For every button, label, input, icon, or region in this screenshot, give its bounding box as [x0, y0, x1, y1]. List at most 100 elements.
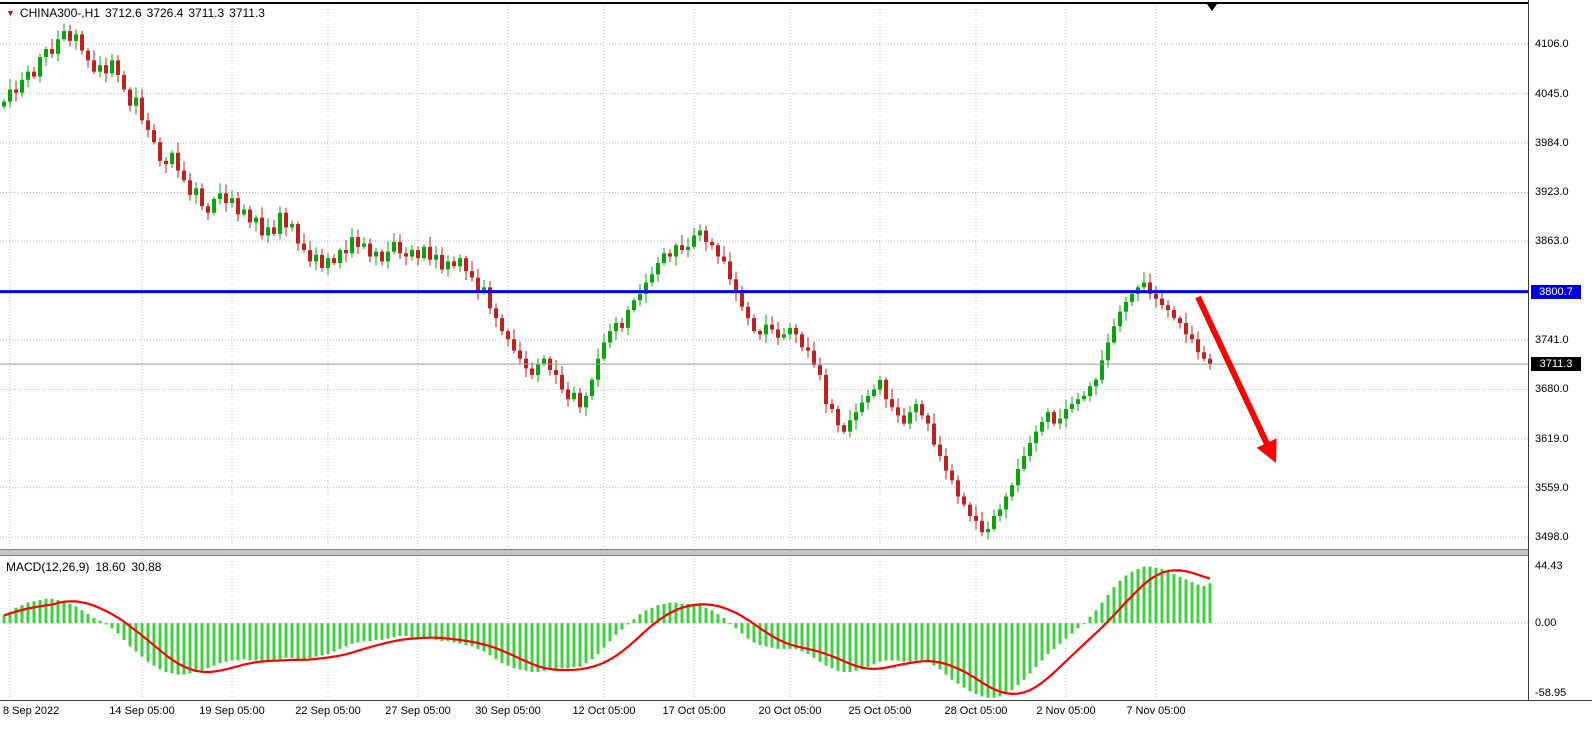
macd-histogram-bar — [914, 623, 918, 661]
macd-scale-label: -58.95 — [1535, 687, 1567, 699]
macd-histogram-bar — [428, 623, 432, 639]
macd-histogram-bar — [356, 623, 360, 643]
macd-histogram-bar — [584, 623, 588, 664]
candle-body — [470, 271, 474, 278]
macd-histogram-bar — [1040, 623, 1044, 661]
candle-body — [1022, 455, 1026, 469]
candle-body — [344, 250, 348, 254]
candle-body — [908, 412, 912, 424]
candle-body — [80, 34, 84, 51]
macd-histogram-bar — [254, 623, 258, 661]
candle-body — [140, 97, 144, 121]
candle-body — [158, 142, 162, 161]
macd-histogram-bar — [272, 623, 276, 661]
candle-body — [1130, 293, 1134, 302]
panel-separator[interactable] — [0, 549, 1592, 556]
candle-body — [356, 237, 360, 247]
candle-body — [68, 31, 72, 41]
macd-histogram-bar — [698, 605, 702, 624]
candle-body — [614, 323, 618, 332]
macd-histogram-bar — [416, 623, 420, 638]
macd-histogram-bar — [68, 603, 72, 624]
candle-body — [248, 209, 252, 223]
macd-histogram-bar — [1004, 623, 1008, 694]
candle-body — [134, 97, 138, 106]
macd-histogram-bar — [620, 623, 624, 630]
macd-histogram-bar — [362, 623, 366, 642]
macd-histogram-bar — [278, 623, 282, 660]
macd-histogram-bar — [320, 623, 324, 656]
candle-body — [992, 515, 996, 529]
macd-histogram-bar — [1052, 623, 1056, 649]
candle-body — [1166, 305, 1170, 311]
macd-histogram-bar — [950, 623, 954, 680]
candle-body — [74, 34, 78, 41]
candle-body — [326, 258, 330, 268]
time-tick-label: 17 Oct 05:00 — [662, 705, 726, 717]
macd-histogram-bar — [56, 600, 60, 624]
candle-body — [86, 50, 90, 61]
candle-body — [974, 515, 978, 521]
candle-body — [26, 71, 30, 80]
trend-arrow-head[interactable] — [1256, 438, 1277, 463]
candle-body — [644, 282, 648, 294]
macd-histogram-bar — [332, 623, 336, 652]
macd-histogram-bar — [572, 623, 576, 667]
candle-body — [182, 170, 186, 181]
time-tick-label: 20 Oct 05:00 — [758, 705, 822, 717]
macd-histogram-bar — [1136, 569, 1140, 624]
macd-histogram-bar — [530, 623, 534, 673]
candle-body — [584, 395, 588, 408]
candle-body — [524, 358, 528, 369]
quote-open: 3712.6 — [104, 6, 142, 20]
candle-body — [1058, 418, 1062, 424]
macd-histogram-bar — [230, 623, 234, 661]
candle-body — [1184, 323, 1188, 335]
macd-histogram-bar — [920, 623, 924, 661]
candle-body — [362, 243, 366, 247]
candle-body — [1106, 342, 1110, 361]
candle-body — [572, 392, 576, 400]
candle-body — [866, 395, 870, 403]
candle-body — [446, 261, 450, 270]
macd-histogram-bar — [164, 623, 168, 673]
candle-body — [170, 152, 174, 165]
price-scale[interactable]: 4106.0 4045.0 3984.0 3923.0 3863.0 3741.0 3680… — [1528, 0, 1592, 700]
candle-body — [476, 277, 480, 293]
candle-body — [1088, 386, 1092, 396]
candle-body — [302, 243, 306, 251]
candle-body — [32, 71, 36, 77]
macd-histogram-bar — [1058, 623, 1062, 644]
macd-histogram-bar — [626, 623, 630, 625]
macd-histogram-bar — [884, 623, 888, 661]
candle-body — [830, 404, 834, 409]
candle-body — [1028, 443, 1032, 456]
candle-body — [770, 324, 774, 330]
macd-histogram-bar — [812, 623, 816, 658]
macd-histogram-bar — [464, 623, 468, 646]
candle-body — [884, 379, 888, 400]
macd-histogram-bar — [386, 623, 390, 639]
candle-body — [224, 193, 228, 204]
candle-body — [386, 251, 390, 262]
macd-histogram-bar — [200, 623, 204, 671]
candle-body — [194, 188, 198, 195]
candle-body — [950, 470, 954, 481]
time-scale[interactable]: 8 Sep 2022 14 Sep 05:00 19 Sep 05:00 22 Sep… — [0, 701, 1592, 735]
candle-body — [782, 334, 786, 338]
macd-histogram-bar — [476, 623, 480, 649]
macd-histogram-bar — [908, 623, 912, 662]
candle-body — [92, 60, 96, 72]
trend-arrow[interactable] — [1195, 295, 1273, 452]
macd-histogram-bar — [560, 623, 564, 669]
candle-body — [794, 327, 798, 335]
candle-body — [2, 101, 6, 107]
macd-histogram-bar — [896, 623, 900, 661]
macd-histogram-bar — [326, 623, 330, 655]
price-tick-label: 4045.0 — [1535, 87, 1569, 100]
macd-histogram-bar — [1028, 623, 1032, 674]
macd-histogram-bar — [1022, 623, 1026, 680]
candle-body — [842, 425, 846, 432]
macd-histogram-bar — [704, 607, 708, 624]
